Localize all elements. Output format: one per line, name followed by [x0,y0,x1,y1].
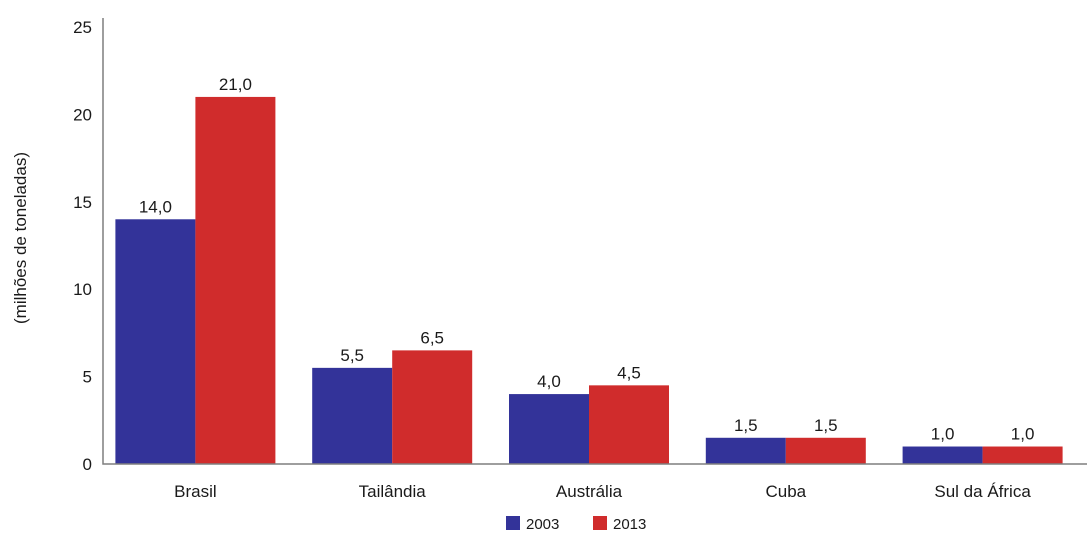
legend-swatch-2013 [593,516,607,530]
data-label: 1,0 [1011,425,1035,444]
y-tick-label: 20 [73,105,92,124]
legend-swatch-2003 [506,516,520,530]
legend: 2003 2013 [506,516,646,533]
y-tick-label: 15 [73,193,92,212]
y-axis-ticks: 0 5 10 15 20 25 [73,18,92,474]
category-label: Austrália [556,482,623,501]
bar-2013-0 [195,96,276,465]
category-label: Brasil [174,482,217,501]
bar-2003-0 [115,219,196,464]
data-label: 6,5 [420,328,444,347]
bar-2013-3 [785,437,866,464]
bar-2013-1 [392,350,473,464]
axes [102,18,1087,465]
y-tick-label: 25 [73,18,92,37]
data-label: 4,0 [537,372,561,391]
y-tick-label: 5 [83,368,92,387]
data-labels: 14,0 21,0 5,5 6,5 4,0 4,5 1,5 1,5 1,0 1,0 [139,75,1035,444]
data-label: 1,5 [814,416,838,435]
data-label: 1,5 [734,416,758,435]
bar-2003-1 [312,367,393,464]
category-label: Tailândia [359,482,427,501]
bar-2003-2 [509,394,589,464]
bar-2003-3 [705,437,786,464]
data-label: 4,5 [617,363,641,382]
y-tick-label: 0 [83,455,92,474]
legend-label: 2003 [526,516,559,533]
bars [115,96,1063,465]
y-tick-label: 10 [73,280,92,299]
bar-2013-4 [982,446,1063,464]
bar-2013-2 [589,385,669,464]
legend-label: 2013 [613,516,646,533]
data-label: 14,0 [139,197,172,216]
y-axis-label: (milhões de toneladas) [11,152,30,324]
category-label: Cuba [765,482,806,501]
category-label: Sul da África [934,482,1031,501]
data-label: 5,5 [340,346,364,365]
data-label: 1,0 [931,425,955,444]
bar-2003-4 [902,446,983,464]
x-axis-categories: Brasil Tailândia Austrália Cuba Sul da Áfric… [174,482,1031,501]
data-label: 21,0 [219,75,252,94]
